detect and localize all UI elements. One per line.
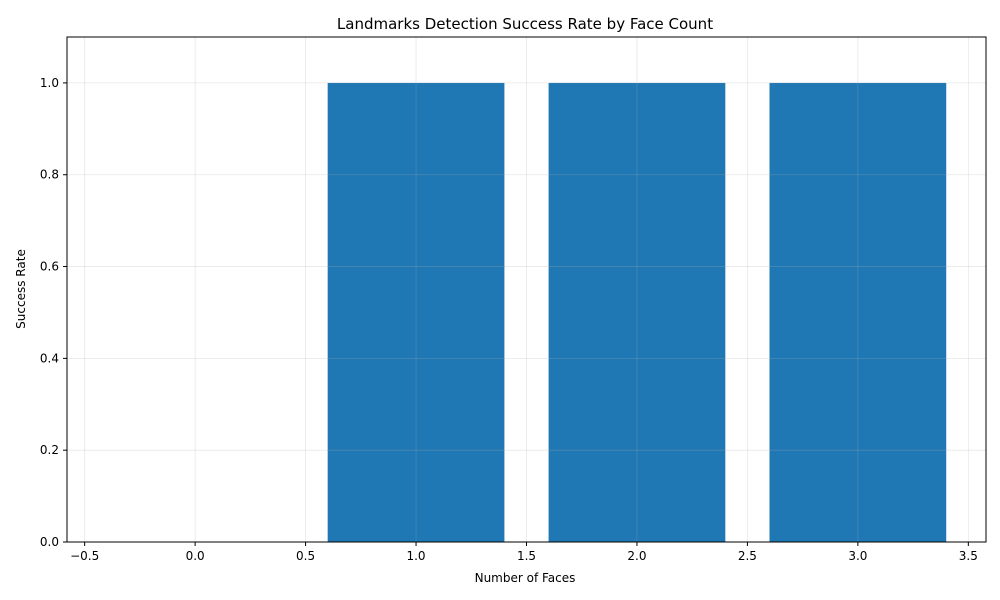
y-axis-label: Success Rate — [14, 249, 28, 329]
y-axis-ticks: 0.0 0.2 0.4 0.6 0.8 1.0 — [40, 76, 67, 549]
x-axis-ticks: −0.5 0.0 0.5 1.0 1.5 2.0 2.5 3.0 3.5 — [70, 542, 978, 563]
y-tick-label-0: 0.0 — [40, 535, 59, 549]
x-tick-label-1: 0.0 — [186, 549, 205, 563]
x-axis-label: Number of Faces — [475, 571, 576, 585]
y-tick-label-3: 0.6 — [40, 260, 59, 274]
x-tick-label-5: 2.0 — [627, 549, 646, 563]
bar-2 — [548, 82, 726, 542]
bars — [327, 82, 947, 542]
x-tick-label-7: 3.0 — [848, 549, 867, 563]
x-tick-label-2: 0.5 — [296, 549, 315, 563]
y-tick-label-5: 1.0 — [40, 76, 59, 90]
y-tick-label-2: 0.4 — [40, 351, 59, 365]
x-tick-label-4: 1.5 — [517, 549, 536, 563]
x-tick-label-6: 2.5 — [738, 549, 757, 563]
bar-1 — [327, 82, 505, 542]
x-tick-label-3: 1.0 — [406, 549, 425, 563]
chart-title: Landmarks Detection Success Rate by Face… — [337, 15, 713, 33]
x-tick-label-0: −0.5 — [70, 549, 99, 563]
y-tick-label-1: 0.2 — [40, 443, 59, 457]
x-tick-label-8: 3.5 — [959, 549, 978, 563]
y-tick-label-4: 0.8 — [40, 168, 59, 182]
bar-3 — [769, 82, 947, 542]
